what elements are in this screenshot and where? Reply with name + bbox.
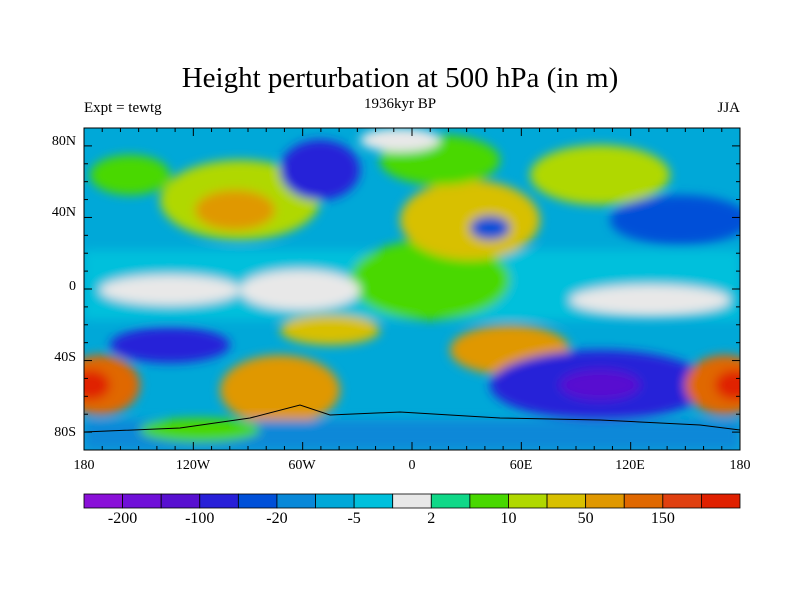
colorbar-label: -200 bbox=[107, 510, 138, 527]
colorbar-label: -5 bbox=[347, 510, 361, 527]
y-tick-label: 80N bbox=[51, 134, 76, 149]
colorbar-box bbox=[546, 493, 587, 509]
colorbar-label: -20 bbox=[266, 510, 288, 527]
colorbar-box bbox=[83, 493, 123, 509]
axis-ticks bbox=[83, 128, 741, 450]
season-label: JJA bbox=[717, 100, 740, 116]
x-tick-label: 60E bbox=[509, 458, 533, 473]
colorbar-box bbox=[623, 493, 664, 509]
colorbar-box bbox=[315, 493, 355, 509]
x-tick-label: 60W bbox=[288, 458, 316, 473]
y-tick-label: 40S bbox=[54, 350, 76, 365]
x-tick-label: 120W bbox=[175, 458, 211, 473]
colorbar-box bbox=[276, 493, 316, 509]
x-tick-label: 0 bbox=[408, 458, 416, 473]
plot-title: Height perturbation at 500 hPa (in m) bbox=[181, 62, 619, 94]
colorbar-box bbox=[122, 493, 162, 509]
colorbar-box bbox=[662, 493, 702, 509]
colorbar-box bbox=[199, 493, 239, 509]
colorbar-box bbox=[430, 493, 471, 509]
colorbar-box bbox=[585, 493, 625, 509]
colorbar-box bbox=[701, 493, 741, 509]
x-tick-label: 120E bbox=[615, 458, 645, 473]
colorbar-box bbox=[508, 493, 548, 509]
colorbar-label: -100 bbox=[185, 510, 215, 527]
colorbar-box bbox=[237, 493, 278, 509]
experiment-label: Expt = tewtg bbox=[84, 100, 162, 116]
colorbar-box bbox=[469, 493, 509, 509]
y-tick-label: 80S bbox=[54, 425, 76, 440]
time-label: 1936kyr BP bbox=[363, 96, 437, 112]
colorbar-label: 10 bbox=[500, 510, 517, 527]
colorbar bbox=[83, 493, 741, 509]
colorbar-label: 2 bbox=[427, 510, 436, 527]
colorbar-label: 50 bbox=[577, 510, 594, 527]
colorbar-box bbox=[392, 493, 432, 509]
colorbar-box bbox=[160, 493, 201, 509]
colorbar-box bbox=[353, 493, 394, 509]
y-tick-label: 40N bbox=[51, 205, 76, 220]
antarctic-coastline bbox=[84, 404, 740, 433]
colorbar-label: 150 bbox=[650, 510, 675, 527]
x-tick-label: 180 bbox=[73, 458, 95, 473]
contour-field bbox=[84, 128, 740, 450]
y-tick-label: 0 bbox=[69, 279, 76, 294]
x-tick-label: 180 bbox=[729, 458, 751, 473]
